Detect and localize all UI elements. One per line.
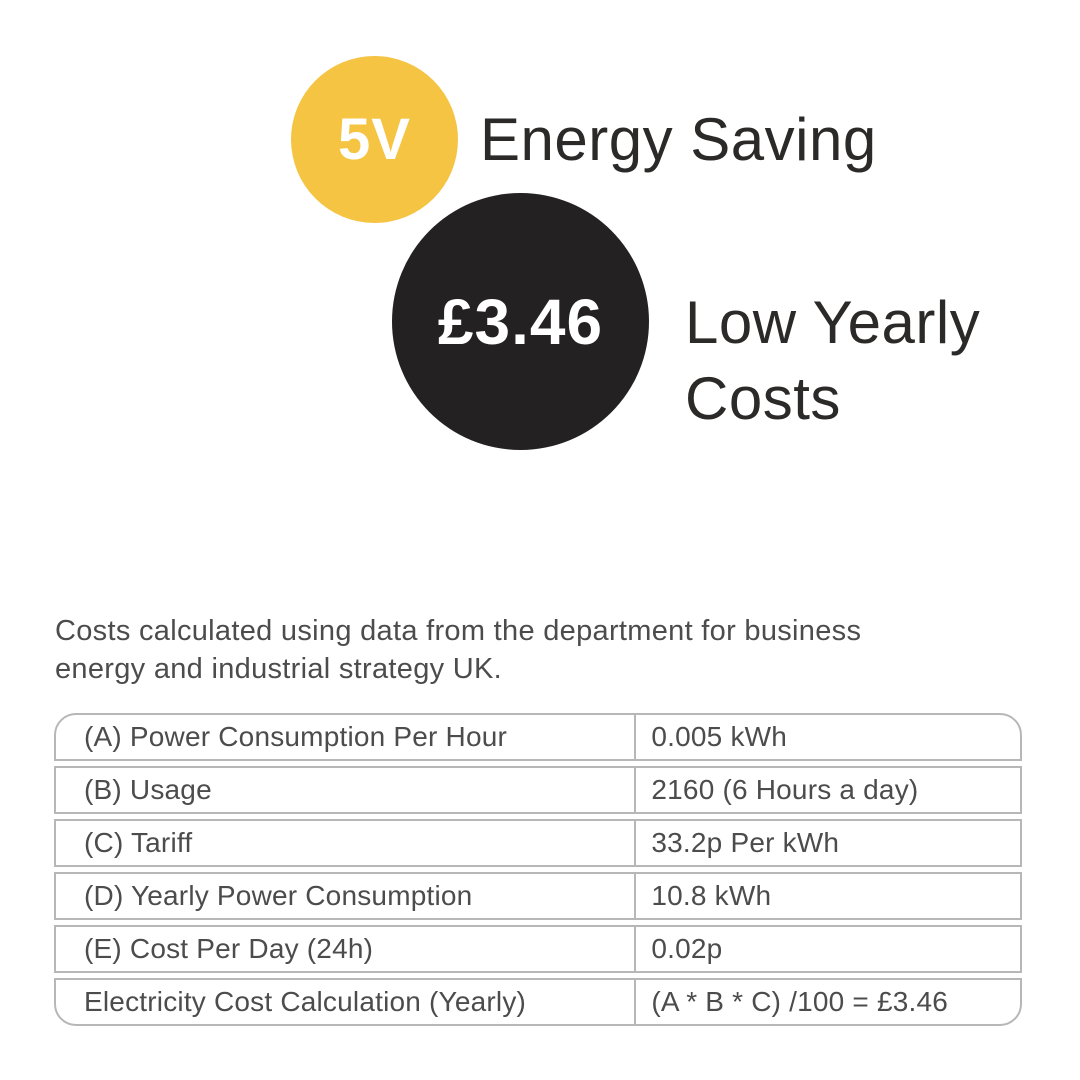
source-note: Costs calculated using data from the dep…	[55, 612, 861, 688]
energy-saving-title: Energy Saving	[480, 106, 877, 173]
voltage-badge-label: 5V	[338, 106, 411, 172]
source-note-line-1: Costs calculated using data from the dep…	[55, 615, 862, 647]
price-badge-label: £3.46	[437, 285, 604, 358]
source-note-line-2: energy and industrial strategy UK.	[55, 653, 503, 685]
costs-line: Costs	[685, 365, 841, 432]
row-value: 0.005 kWh	[634, 715, 1020, 759]
low-yearly-line: Low Yearly	[685, 289, 981, 356]
table-row: (E) Cost Per Day (24h) 0.02p	[54, 925, 1022, 973]
row-label: Electricity Cost Calculation (Yearly)	[84, 986, 527, 1017]
cost-table: (A) Power Consumption Per Hour 0.005 kWh…	[54, 713, 1022, 1026]
table-row: (D) Yearly Power Consumption 10.8 kWh	[54, 872, 1022, 920]
row-label: (E) Cost Per Day (24h)	[84, 933, 374, 964]
row-label: (B) Usage	[84, 774, 212, 805]
row-value: 10.8 kWh	[634, 874, 1020, 918]
row-value: 2160 (6 Hours a day)	[634, 768, 1020, 812]
row-value: 33.2p Per kWh	[634, 821, 1020, 865]
table-row: (C) Tariff 33.2p Per kWh	[54, 819, 1022, 867]
row-value: 0.02p	[634, 927, 1020, 971]
row-label: (D) Yearly Power Consumption	[84, 880, 473, 911]
voltage-badge: 5V	[291, 56, 458, 223]
row-label: (A) Power Consumption Per Hour	[84, 721, 508, 752]
table-row: Electricity Cost Calculation (Yearly) (A…	[54, 978, 1022, 1026]
row-label: (C) Tariff	[84, 827, 193, 858]
price-badge: £3.46	[392, 193, 649, 450]
table-row: (A) Power Consumption Per Hour 0.005 kWh	[54, 713, 1022, 761]
row-value: (A * B * C) /100 = £3.46	[634, 980, 1020, 1024]
low-yearly-costs-title: Low Yearly Costs	[685, 285, 980, 437]
table-row: (B) Usage 2160 (6 Hours a day)	[54, 766, 1022, 814]
